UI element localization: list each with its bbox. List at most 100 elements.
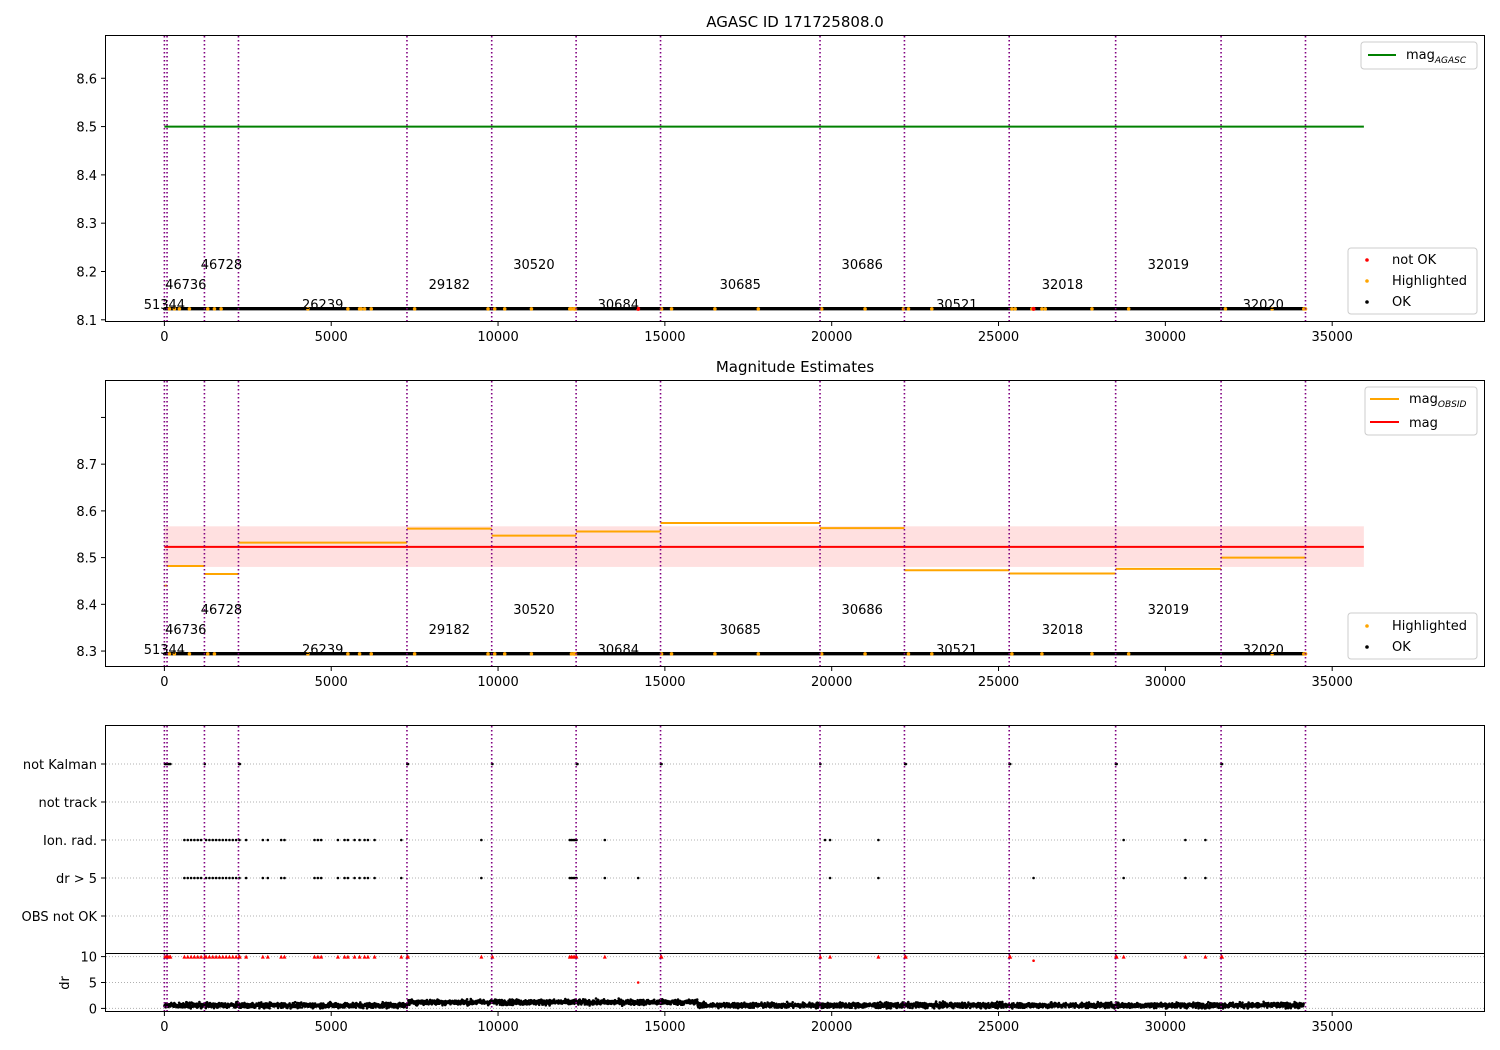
flag-point: [313, 838, 316, 842]
highlighted-point: [1302, 652, 1306, 656]
flag-point: [234, 876, 238, 880]
highlighted-point: [756, 652, 761, 656]
obsid-label: 32020: [1243, 298, 1284, 313]
flag-point: [283, 838, 286, 842]
highlighted-point: [187, 652, 192, 656]
obsid-label: 46728: [201, 603, 242, 618]
panel-agasc-x-axis: 0 5000 10000 15000 20000 25000 30000 35000: [160, 321, 1353, 345]
dr-clipped-marker: [192, 954, 197, 959]
legend-estimates-highlighted-marker: [1365, 624, 1369, 628]
flag-point: [316, 876, 320, 880]
flag-point: [211, 876, 215, 880]
highlighted-point: [1223, 307, 1228, 311]
highlighted-point: [863, 652, 867, 656]
highlighted-point: [863, 307, 867, 311]
highlighted-point: [212, 652, 217, 656]
flag-row-label: dr > 5: [56, 872, 97, 887]
flag-point: [313, 876, 316, 880]
legend-notok-marker: [1365, 258, 1369, 262]
x-tick-label: 35000: [1312, 675, 1353, 690]
dr-clipped-marker: [315, 954, 320, 959]
dr-clipped-marker: [195, 954, 200, 959]
highlighted-point: [502, 307, 507, 311]
highlighted-point: [187, 307, 192, 311]
y-tick-label: 8.5: [76, 121, 97, 136]
highlighted-point: [492, 307, 497, 311]
obsid-label: 51344: [144, 643, 185, 658]
highlighted-point: [1126, 652, 1131, 656]
obsid-label: 30521: [936, 298, 977, 313]
legend-highlighted-marker: [1365, 279, 1369, 283]
obsid-label: 32018: [1042, 278, 1083, 293]
y-tick-label: 8.4: [76, 598, 97, 613]
dr-clipped-marker: [230, 954, 235, 959]
highlighted-point: [212, 307, 217, 311]
dr-clipped-marker: [182, 954, 187, 959]
y-tick-label: 8.1: [76, 314, 97, 329]
highlighted-point: [529, 307, 534, 311]
highlighted-point: [502, 652, 507, 656]
flag-point: [224, 876, 228, 880]
flag-point: [358, 876, 361, 880]
dr-clipped-marker: [234, 954, 239, 959]
dr-clipped-marker: [1183, 954, 1188, 959]
x-tick-label: 35000: [1312, 330, 1353, 345]
y-tick-label: 8.5: [76, 552, 97, 567]
panel-dr-clipped-points: [163, 954, 1225, 959]
obsid-label: 46736: [165, 278, 206, 293]
highlighted-point: [172, 652, 177, 656]
panel-estimates: 51344 46736 46728 26239 29182 30520 30684 30685…: [76, 358, 1485, 690]
flag-point: [353, 876, 356, 880]
dr-clipped-marker: [185, 954, 190, 959]
highlighted-point: [929, 652, 934, 656]
flag-point: [343, 876, 346, 880]
highlighted-point: [359, 307, 364, 311]
obsid-label: 32019: [1148, 603, 1189, 618]
flag-point: [480, 876, 483, 880]
flag-point: [1204, 876, 1207, 880]
dr-clipped-marker: [214, 954, 219, 959]
flag-point: [603, 838, 607, 842]
obsid-label: 30520: [513, 258, 554, 273]
dr-clipped-marker: [405, 954, 410, 959]
flag-point: [204, 838, 208, 842]
flag-point: [231, 838, 235, 842]
highlighted-point: [906, 652, 911, 656]
flag-point: [186, 876, 190, 880]
obsid-label: 30684: [598, 298, 639, 313]
dr-outlier-point: [1032, 959, 1035, 963]
panel-dr: 0 5000 10000 15000 20000 25000 30000 35000 0 5 10…: [58, 951, 1485, 1035]
panel-estimates-y-axis: 8.3 8.4 8.5 8.6 8.7: [76, 416, 106, 660]
flag-point: [363, 838, 366, 842]
y-tick-label: 0: [89, 1002, 97, 1017]
highlighted-point: [1090, 652, 1094, 656]
highlighted-point: [1126, 307, 1131, 311]
flag-point: [319, 876, 323, 880]
flag-point: [208, 838, 211, 842]
x-tick-label: 30000: [1145, 330, 1186, 345]
x-tick-label: 30000: [1145, 675, 1186, 690]
highlighted-point: [1013, 307, 1018, 311]
panel-agasc-y-axis: 8.1 8.2 8.3 8.4 8.5 8.6: [76, 72, 106, 329]
y-tick-label: 8.3: [76, 645, 97, 660]
panel-agasc-frame: [105, 35, 1485, 322]
panel-flags: not Kalman not track Ion. rad. dr > 5 OBS no…: [22, 725, 1485, 954]
y-tick-label: 5: [89, 977, 97, 992]
flag-point: [373, 838, 376, 842]
highlighted-point: [346, 652, 350, 656]
dr-clipped-marker: [903, 954, 908, 959]
panel-dr-obsid-lines: [163, 954, 1307, 1011]
panel-agasc-notok-points: [636, 306, 1036, 311]
x-tick-label: 5000: [315, 1020, 348, 1035]
flag-point: [211, 838, 215, 842]
highlighted-point: [369, 307, 374, 311]
obsid-label: 30520: [513, 603, 554, 618]
flag-point: [603, 876, 607, 880]
legend-agasc-box: [1360, 41, 1478, 70]
dr-clipped-marker: [1121, 954, 1126, 959]
x-tick-label: 20000: [811, 675, 852, 690]
dr-clipped-marker: [217, 954, 222, 959]
dr-clipped-marker: [574, 954, 579, 959]
panel-agasc-highlighted-points: [167, 307, 1308, 311]
legend-ok-label: OK: [1392, 295, 1411, 310]
